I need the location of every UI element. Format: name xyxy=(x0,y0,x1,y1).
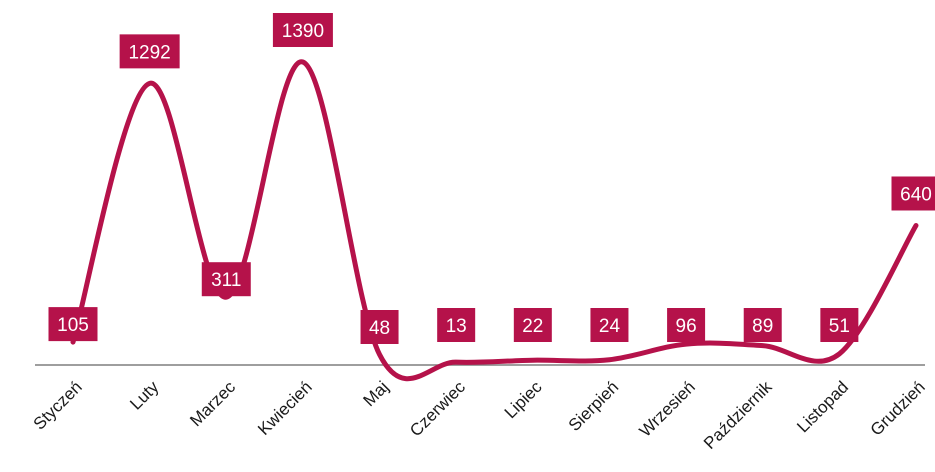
data-labels: 105 1292 311 1390 48 13 22 24 96 89 51 640 xyxy=(49,13,935,344)
data-label-text: 1390 xyxy=(282,21,324,42)
x-tick-label: Październik xyxy=(700,377,776,453)
x-tick-label: Luty xyxy=(126,377,163,414)
data-label-text: 51 xyxy=(829,316,850,337)
data-label: 1390 xyxy=(273,13,333,47)
data-label: 96 xyxy=(667,308,705,342)
data-label-text: 48 xyxy=(369,318,390,339)
x-tick-label: Listopad xyxy=(793,377,852,436)
data-label: 89 xyxy=(744,308,782,342)
data-label-text: 24 xyxy=(599,316,621,337)
data-label: 105 xyxy=(49,307,98,341)
data-label: 22 xyxy=(514,308,552,342)
x-tick-label: Wrzesień xyxy=(636,377,699,440)
x-tick-label: Styczeń xyxy=(30,377,86,433)
data-label: 13 xyxy=(437,308,475,342)
x-tick-label: Maj xyxy=(360,377,393,410)
data-label-text: 640 xyxy=(900,184,932,205)
data-label: 311 xyxy=(202,262,251,296)
data-label-text: 1292 xyxy=(128,42,170,63)
x-tick-label: Kwiecień xyxy=(254,377,316,439)
data-label: 48 xyxy=(361,310,399,344)
data-label: 1292 xyxy=(120,34,180,68)
x-tick-label: Marzec xyxy=(186,377,239,430)
data-label-text: 89 xyxy=(752,316,773,337)
data-label: 51 xyxy=(820,308,858,342)
data-label-text: 311 xyxy=(211,270,241,291)
x-tick-label: Sierpień xyxy=(565,377,623,435)
x-tick-label: Czerwiec xyxy=(406,377,469,440)
x-tick-label: Lipiec xyxy=(501,377,546,422)
series-line xyxy=(73,62,916,379)
data-label-text: 105 xyxy=(57,315,89,336)
data-label: 640 xyxy=(892,176,935,210)
data-label-text: 96 xyxy=(676,316,697,337)
x-tick-label: Grudzień xyxy=(867,377,929,439)
data-label-text: 13 xyxy=(446,316,467,337)
x-axis-tick-labels: Styczeń Luty Marzec Kwiecień Maj Czerwiec Lipi… xyxy=(30,377,929,453)
data-label-text: 22 xyxy=(522,316,543,337)
data-label: 24 xyxy=(590,308,628,342)
